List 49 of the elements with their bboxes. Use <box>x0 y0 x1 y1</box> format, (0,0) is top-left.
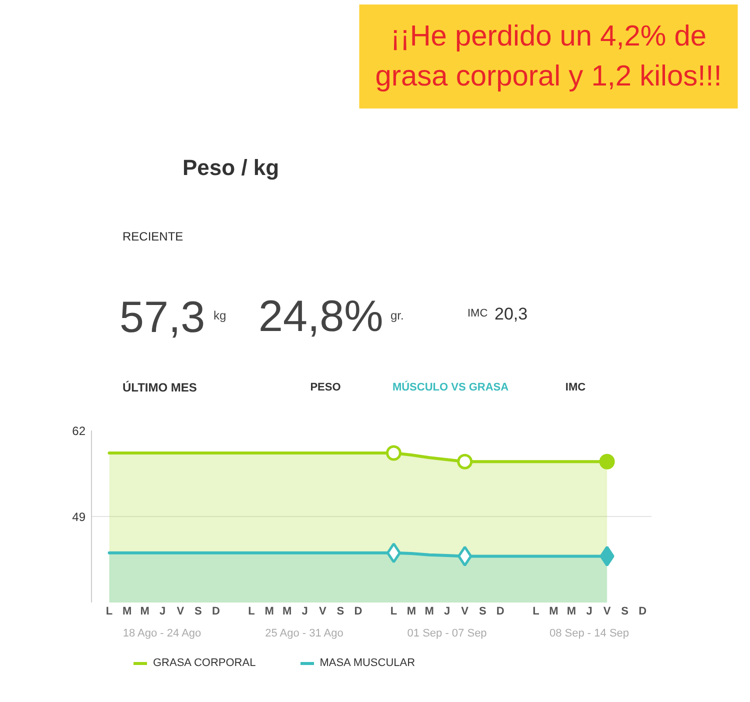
x-tick-label: S <box>194 606 202 618</box>
x-tick-label: J <box>160 606 166 618</box>
x-tick-label: S <box>336 606 344 618</box>
x-tick-label: M <box>406 606 416 618</box>
x-tick-label: J <box>302 606 308 618</box>
text: 57,3 <box>120 293 206 342</box>
text: 25 Ago - 31 Ago <box>265 628 344 640</box>
text: PESO <box>310 382 342 394</box>
x-tick-label: D <box>354 606 362 618</box>
x-tick-label: V <box>461 606 470 618</box>
text: ¡¡He perdido un 4,2% de grasa corporal y 1,2 kilos!!! <box>375 20 722 92</box>
x-tick-label: M <box>264 606 274 618</box>
x-tick-label: M <box>549 606 558 618</box>
x-tick-label: M <box>140 606 150 618</box>
x-tick-label: L <box>106 606 113 618</box>
x-tick-label: J <box>586 606 592 618</box>
text: ÚLTIMO MES <box>122 380 197 394</box>
x-tick-label: D <box>496 606 504 618</box>
text: 20,3 <box>494 304 528 324</box>
text: IMC <box>468 308 488 320</box>
text: kg <box>214 308 226 322</box>
y-tick-label: 62 <box>72 424 86 438</box>
x-tick-label: M <box>566 606 576 618</box>
x-tick-label: M <box>424 606 434 618</box>
x-tick-label: S <box>621 606 629 618</box>
text: 24,8% <box>258 292 384 341</box>
x-tick-label: D <box>212 606 220 618</box>
x-tick-label: L <box>532 606 540 618</box>
text: 08 Sep - 14 Sep <box>550 628 630 640</box>
text: RECIENTE <box>122 230 184 244</box>
x-tick-label: V <box>318 606 327 618</box>
legend-label: MASA MUSCULAR <box>320 656 416 670</box>
x-tick-label: S <box>478 606 486 618</box>
text: Peso / kg <box>182 155 280 180</box>
text: IMC <box>565 382 586 394</box>
x-tick-label: V <box>603 606 612 618</box>
x-tick-label: V <box>176 606 185 618</box>
text: gr. <box>390 308 404 322</box>
x-tick-label: D <box>638 606 647 618</box>
x-tick-label: M <box>282 606 292 618</box>
x-tick-label: L <box>248 606 256 618</box>
x-tick-label: J <box>444 606 450 618</box>
text: 01 Sep - 07 Sep <box>407 628 487 640</box>
text: MÚSCULO VS GRASA <box>392 380 509 394</box>
x-tick-label: L <box>390 606 398 618</box>
x-tick-label: M <box>122 606 132 618</box>
y-tick-label: 49 <box>72 510 86 524</box>
text: 18 Ago - 24 Ago <box>122 628 202 640</box>
legend-label: GRASA CORPORAL <box>153 656 256 670</box>
